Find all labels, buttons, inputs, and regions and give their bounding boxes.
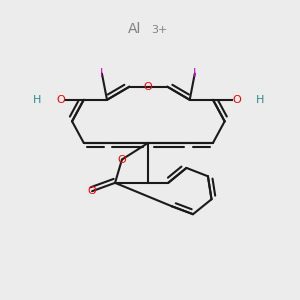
- Text: Al: Al: [128, 22, 141, 36]
- Text: O: O: [56, 95, 65, 105]
- Text: I: I: [193, 67, 197, 80]
- Text: H: H: [255, 95, 264, 105]
- Text: O: O: [118, 154, 126, 165]
- Text: O: O: [144, 82, 153, 92]
- Text: 3+: 3+: [151, 25, 167, 35]
- Text: O: O: [232, 95, 241, 105]
- Text: O: O: [88, 186, 96, 196]
- Text: H: H: [33, 95, 41, 105]
- Text: I: I: [100, 67, 103, 80]
